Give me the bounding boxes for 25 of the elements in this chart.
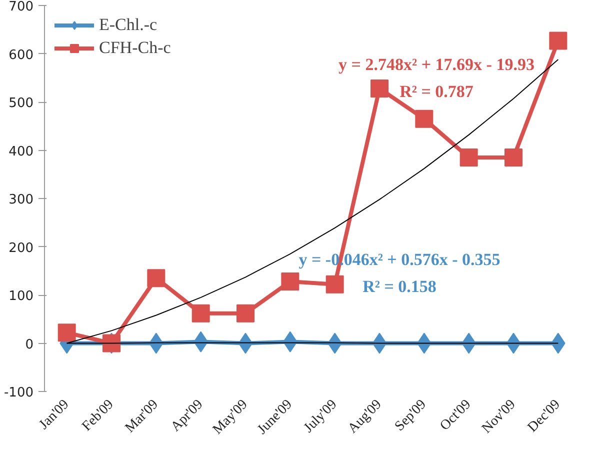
- point: [460, 148, 478, 166]
- annotation: R² = 0.787: [400, 82, 474, 101]
- point: [549, 32, 568, 50]
- point: [147, 269, 166, 288]
- y-tick-label: 0: [25, 337, 34, 352]
- y-tick-label: -100: [4, 386, 34, 400]
- y-tick-label: 700: [8, 0, 34, 14]
- point: [236, 304, 254, 322]
- point: [326, 275, 344, 294]
- point: [415, 110, 434, 128]
- y-tick-label: 600: [8, 48, 34, 63]
- y-tick-label: 400: [8, 144, 34, 160]
- point: [504, 148, 522, 166]
- annotation: R² = 0.158: [362, 277, 436, 296]
- point: [192, 304, 210, 322]
- legend-label: CFH-Ch-c: [99, 38, 171, 58]
- y-tick-label: 200: [8, 240, 34, 256]
- annotation: y = 2.748x² + 17.69x - 19.93: [338, 55, 534, 74]
- y-tick-label: 300: [8, 192, 34, 208]
- point: [370, 79, 388, 98]
- y-tick-label: 100: [8, 289, 34, 304]
- legend-label: E-Chl.-c: [99, 15, 158, 35]
- point: [281, 272, 300, 290]
- y-tick-label: 500: [8, 96, 34, 111]
- point: [58, 324, 76, 342]
